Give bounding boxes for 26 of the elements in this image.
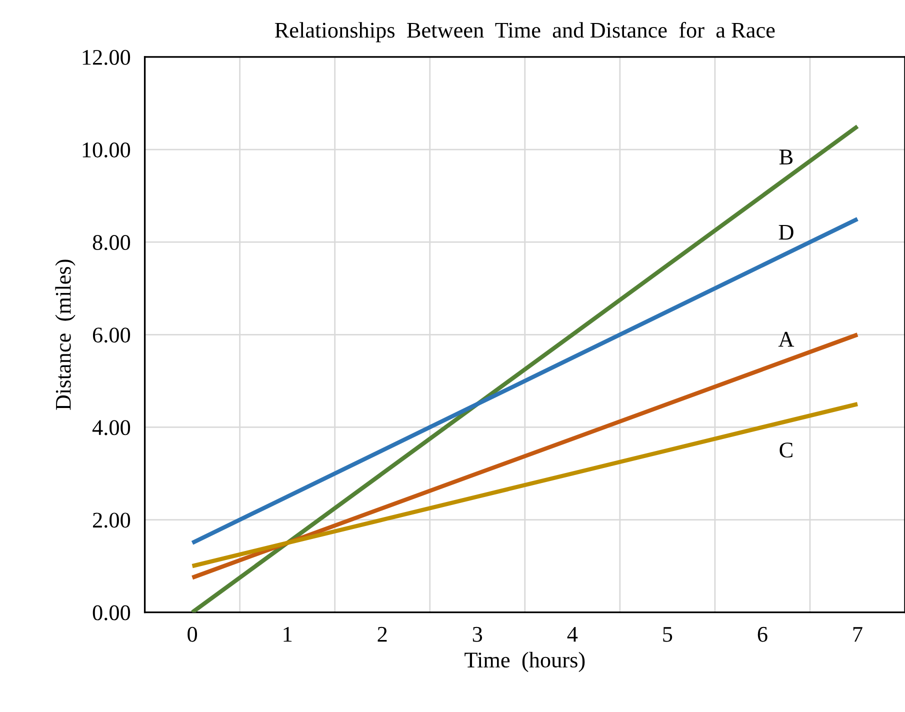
y-tick-label: 0.00	[92, 605, 130, 620]
x-tick-label: 3	[472, 626, 482, 642]
series-label: D	[778, 224, 794, 240]
x-tick-label: 0	[188, 626, 198, 642]
y-tick-label: 4.00	[92, 420, 130, 436]
y-tick-label: 2.00	[93, 512, 130, 528]
series-label: A	[778, 332, 794, 347]
x-tick-label: 4	[567, 627, 578, 642]
line-series	[190, 216, 860, 545]
x-tick-label: 2	[378, 626, 387, 642]
series-label: C	[780, 442, 792, 458]
y-tick-label: 10.00	[82, 142, 130, 158]
line-series	[190, 402, 860, 568]
y-tick-label: 8.00	[92, 235, 130, 250]
x-axis-title: Time (hours)	[464, 652, 585, 672]
x-tick-label: 5	[663, 627, 672, 642]
x-tick-label: 6	[758, 626, 768, 642]
y-axis-title: Distance (miles)	[55, 260, 76, 410]
x-tick-label: 7	[853, 627, 862, 642]
y-tick-label: 6.00	[92, 328, 130, 343]
line-series	[190, 332, 860, 580]
x-tick-label: 1	[284, 626, 292, 642]
line-series	[190, 124, 860, 612]
chart-title: Relationships Between Time and Distance for a Race	[274, 22, 775, 42]
series-label: B	[779, 150, 793, 164]
y-tick-label: 12.00	[82, 50, 130, 65]
